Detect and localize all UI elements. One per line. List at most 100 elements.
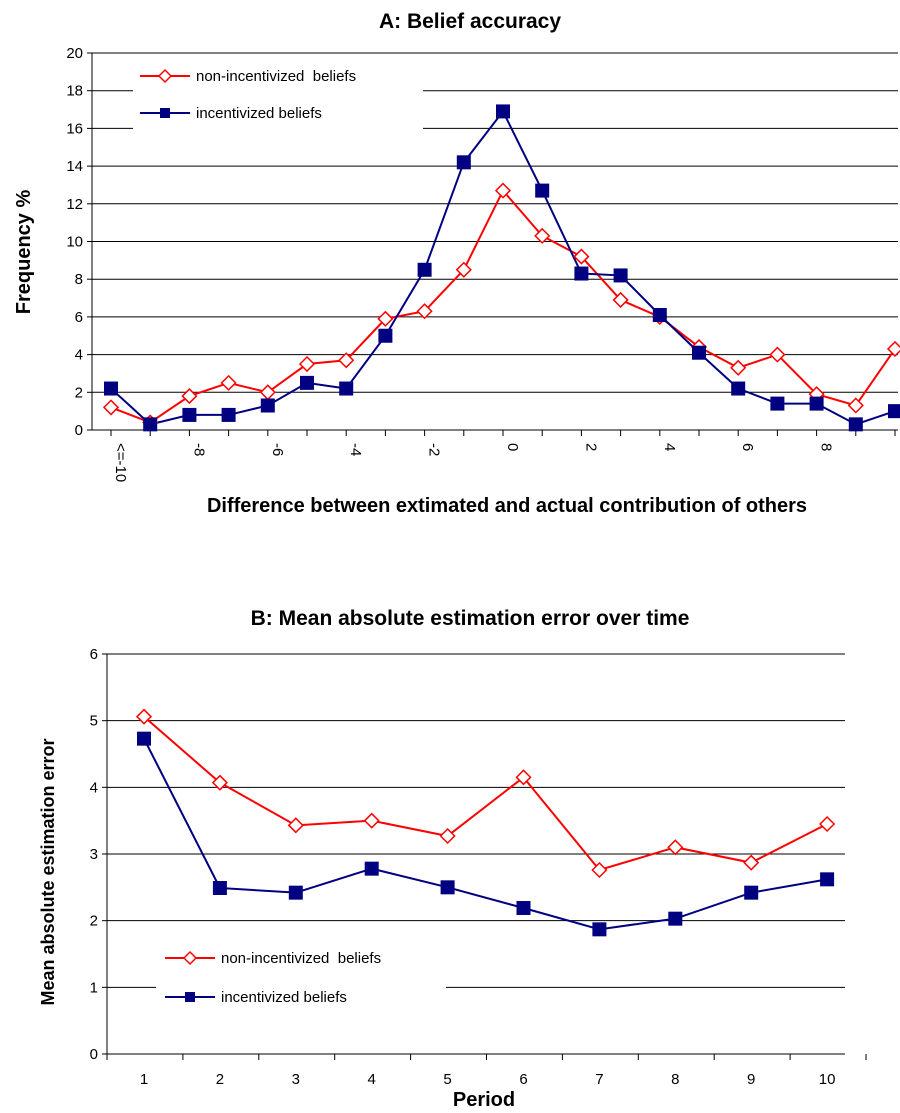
chart-a-x-axis-title: Difference between extimated and actual … — [207, 495, 807, 517]
chart-b-x-tick-label: 4 — [368, 1071, 376, 1088]
chart-a-x-tick-label: -8 — [190, 443, 207, 456]
chart-b-x-axis-title: Period — [453, 1089, 515, 1111]
chart-b-point-incentivized — [364, 861, 379, 876]
chart-b-gridlines — [107, 653, 845, 988]
chart-a-point-incentivized — [378, 328, 393, 343]
chart-a-point-non-incentivized — [730, 359, 747, 376]
chart-b-y-axis-title: Mean absolute estimation error — [38, 738, 58, 1005]
chart-a-point-non-incentivized — [338, 352, 355, 369]
chart-a-title: A: Belief accuracy — [379, 10, 561, 33]
chart-a-x-tick-label: 4 — [661, 443, 678, 451]
chart-b-legend-marker-non-incentivized — [182, 950, 198, 966]
chart-b-line-incentivized — [143, 738, 828, 931]
chart-a-legend-box — [133, 60, 423, 136]
chart-a-point-non-incentivized — [534, 227, 551, 244]
chart-a-y-tick-label: 4 — [75, 347, 83, 364]
chart-b-axes — [102, 653, 867, 1060]
chart-a-x-tick-label: 6 — [739, 443, 756, 451]
chart-b-point-non-incentivized — [667, 839, 684, 856]
chart-a-point-incentivized — [300, 375, 314, 390]
chart-a-point-non-incentivized — [494, 182, 512, 199]
chart-a-point-incentivized — [613, 268, 628, 283]
chart-b-x-tick-label: 6 — [519, 1071, 527, 1088]
chart-b-point-incentivized — [516, 901, 531, 915]
chart-a-x-tick-label: -4 — [347, 443, 364, 456]
chart-a-y-tick-label: 6 — [75, 309, 83, 326]
chart-a-point-non-incentivized — [181, 388, 198, 405]
chart-a-point-incentivized — [182, 407, 197, 422]
chart-a-point-incentivized — [143, 417, 158, 432]
chart-a-y-tick-label: 20 — [66, 45, 83, 62]
chart-a-point-non-incentivized — [573, 248, 590, 265]
chart-b-legend-marker-incentivized — [185, 992, 195, 1002]
chart-a-axes — [87, 52, 898, 436]
chart-b-x-tick-label: 7 — [595, 1071, 603, 1088]
chart-a: A: Belief accuracy Frequency % Differenc… — [13, 10, 900, 517]
chart-b-legend-label-non-incentivized: non-incentivized beliefs — [221, 950, 381, 967]
chart-b-point-incentivized — [440, 880, 455, 895]
chart-a-point-incentivized — [260, 398, 275, 413]
chart-a-point-non-incentivized — [455, 261, 472, 278]
chart-b-series — [135, 708, 836, 937]
chart-a-point-non-incentivized — [220, 374, 237, 391]
chart-a-y-tick-label: 2 — [75, 384, 83, 401]
chart-a-x-tick-label: 8 — [818, 443, 835, 451]
chart-b-point-incentivized — [137, 731, 151, 746]
chart-a-point-non-incentivized — [377, 310, 394, 327]
chart-b-y-tick-label: 3 — [90, 846, 98, 863]
chart-a-y-tick-label: 8 — [75, 271, 83, 288]
chart-b-point-incentivized — [744, 885, 759, 900]
chart-a-point-non-incentivized — [886, 340, 900, 358]
chart-a-series — [102, 104, 900, 432]
chart-b-point-non-incentivized — [743, 854, 760, 871]
chart-a-point-incentivized — [652, 308, 667, 323]
chart-a-x-tick-label: -6 — [269, 443, 286, 456]
chart-b-x-tick-label: 2 — [216, 1071, 224, 1088]
chart-b-y-tick-label: 2 — [90, 913, 98, 930]
chart-a-point-non-incentivized — [259, 384, 276, 401]
chart-a-point-incentivized — [574, 266, 589, 281]
chart-a-point-incentivized — [535, 183, 550, 198]
chart-a-x-tick-label: <=-10 — [112, 443, 129, 482]
chart-b-point-incentivized — [668, 911, 683, 926]
chart-a-legend-label-non-incentivized: non-incentivized beliefs — [196, 68, 356, 85]
chart-b-point-non-incentivized — [135, 708, 153, 725]
chart-a-point-incentivized — [731, 381, 746, 396]
chart-b-x-tick-label: 1 — [140, 1071, 148, 1088]
chart-a-y-tick-label: 18 — [66, 83, 83, 100]
chart-a-point-incentivized — [809, 396, 824, 411]
chart-a-point-incentivized — [339, 381, 354, 396]
chart-b-y-tick-label: 4 — [90, 779, 98, 796]
chart-b-y-tick-label: 0 — [90, 1046, 98, 1063]
chart-b-x-tick-label: 8 — [671, 1071, 679, 1088]
chart-a-x-tick-labels: <=-10 -8 -6 -4 -2 0 2 4 6 8 >=10 — [112, 443, 900, 482]
chart-b-point-incentivized — [288, 885, 303, 900]
chart-a-point-non-incentivized — [416, 303, 433, 320]
chart-a-y-tick-label: 0 — [75, 422, 83, 439]
chart-b-point-non-incentivized — [515, 769, 532, 786]
chart-a-y-tick-label: 16 — [66, 120, 83, 137]
chart-a-gridlines — [92, 52, 898, 393]
chart-b-x-tick-label: 9 — [747, 1071, 755, 1088]
chart-a-y-tick-label: 14 — [66, 158, 83, 175]
chart-a-legend: non-incentivized beliefs incentivized be… — [133, 60, 423, 136]
chart-a-legend-marker-incentivized — [160, 108, 170, 118]
chart-a-point-non-incentivized — [298, 355, 316, 373]
chart-b-point-non-incentivized — [287, 817, 304, 834]
chart-b-y-tick-labels: 0 1 2 3 4 5 6 — [90, 646, 98, 1063]
chart-b-x-tick-label: 5 — [443, 1071, 451, 1088]
chart-a-x-tick-label: 2 — [582, 443, 599, 451]
chart-a-legend-marker-non-incentivized — [157, 68, 173, 84]
chart-a-x-tick-label: 0 — [504, 443, 521, 451]
chart-b-legend-box — [156, 942, 446, 1024]
chart-b-y-tick-label: 6 — [90, 646, 98, 663]
chart-b: B: Mean absolute estimation error over t… — [38, 607, 867, 1111]
chart-b-x-tick-label: 10 — [819, 1071, 836, 1088]
chart-a-y-tick-label: 10 — [66, 234, 83, 251]
chart-b-y-tick-label: 1 — [90, 979, 98, 996]
chart-b-legend: non-incentivized beliefs incentivized be… — [156, 942, 446, 1024]
chart-a-point-non-incentivized — [102, 399, 120, 416]
chart-b-x-tick-labels: 1 2 3 4 5 6 7 8 9 10 — [140, 1071, 836, 1088]
chart-b-point-non-incentivized — [591, 861, 608, 879]
chart-a-point-incentivized — [770, 396, 785, 411]
